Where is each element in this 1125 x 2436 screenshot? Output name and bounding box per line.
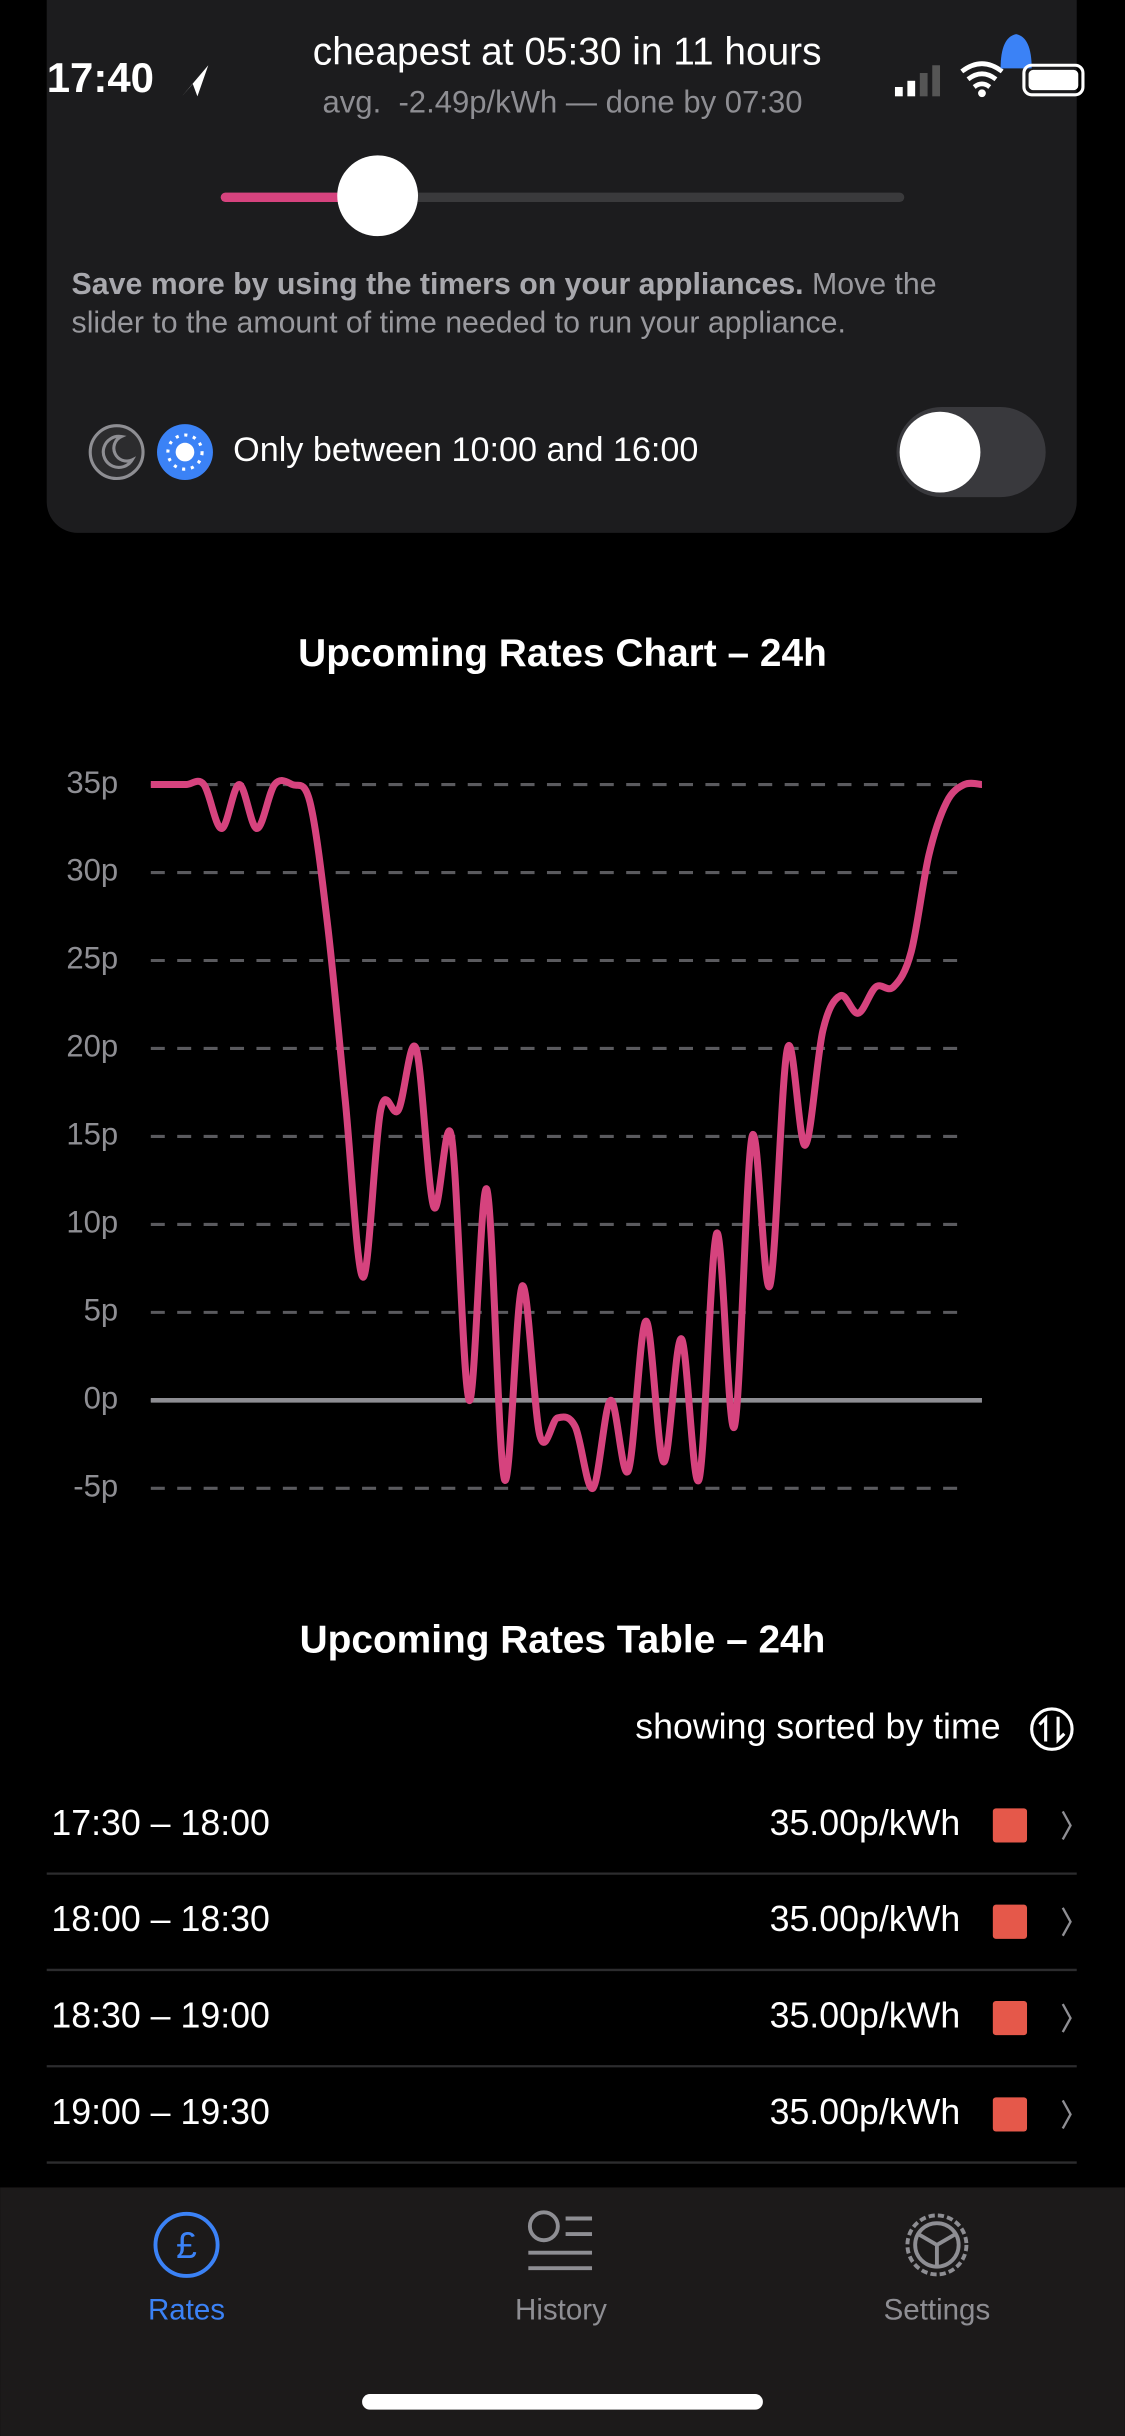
description-line: Save more by using the timers on your ap… [72,268,937,301]
sun-icon[interactable] [157,424,213,481]
row-time: 18:30 – 19:00 [51,1996,269,2036]
row-price: 35.00p/kWh [770,1899,961,1939]
row-time: 18:00 – 18:30 [51,1899,269,1939]
description-bold: Save more by using the timers on your ap… [72,268,804,301]
card [46,0,1077,533]
row-price: 35.00p/kWh [770,1803,961,1843]
description-line: slider to the amount of time needed to r… [72,307,846,340]
home-indicator [362,2394,763,2410]
tab-label[interactable]: Rates [148,2294,225,2327]
header-title: cheapest at 05:30 in 11 hours [313,31,822,74]
slider-knob[interactable] [337,155,419,237]
table: 17:30 – 18:00 35.00p/kWh 18:00 – 18:30 35.0… [46,1803,1077,2164]
tabs: Rates History Settings [148,2294,990,2327]
row-swatch [992,2097,1028,2132]
svg-text:£: £ [176,2224,197,2266]
chart: 35p 30p 25p 20p 15p 10p 5p 0p -5p [66,765,983,1504]
row-swatch [992,1808,1028,1843]
tab-label[interactable]: History [515,2294,607,2327]
row-price: 35.00p/kWh [770,1996,961,2036]
row-chevron[interactable] [1061,2099,1072,2129]
sort-label: showing sorted by time [635,1707,1000,1747]
y-tick-label: 0p [84,1381,119,1416]
y-tick-label: 20p [66,1029,118,1064]
row-chevron[interactable] [1061,1810,1072,1840]
chart-title: Upcoming Rates Chart – 24h [298,632,827,675]
toggle-knob[interactable] [899,411,981,493]
row-time: 19:00 – 19:30 [51,2092,269,2132]
y-tick-label: 10p [66,1205,118,1240]
history-icon[interactable] [527,2210,593,2271]
status-icons [894,34,1085,98]
row-price: 35.00p/kWh [770,2092,961,2132]
table-title: Upcoming Rates Table – 24h [300,1618,826,1661]
y-tick-label: 5p [84,1293,119,1328]
tab-label[interactable]: Settings [884,2294,991,2327]
row-chevron[interactable] [1061,2003,1072,2033]
y-tick-label: -5p [73,1469,118,1504]
rate-line [150,777,983,1492]
header-subtitle: avg. -2.49p/kWh — done by 07:30 [322,84,802,119]
y-tick-label: 30p [66,853,118,888]
row-swatch [992,2001,1028,2036]
settings-icon[interactable] [905,2213,969,2277]
description-text: Move the [812,268,937,301]
row-chevron[interactable] [1061,1907,1072,1937]
row-swatch [992,1904,1028,1939]
filter-label: Only between 10:00 and 16:00 [233,431,698,469]
rates-icon[interactable]: £ [153,2211,220,2278]
y-tick-label: 15p [66,1117,118,1152]
row-time: 17:30 – 18:00 [51,1803,269,1843]
status-time: 17:40 [47,54,154,101]
y-tick-label: 25p [66,941,118,976]
moon-icon[interactable] [88,424,145,481]
y-tick-label: 35p [66,765,118,800]
sort-icon[interactable] [1030,1707,1074,1751]
